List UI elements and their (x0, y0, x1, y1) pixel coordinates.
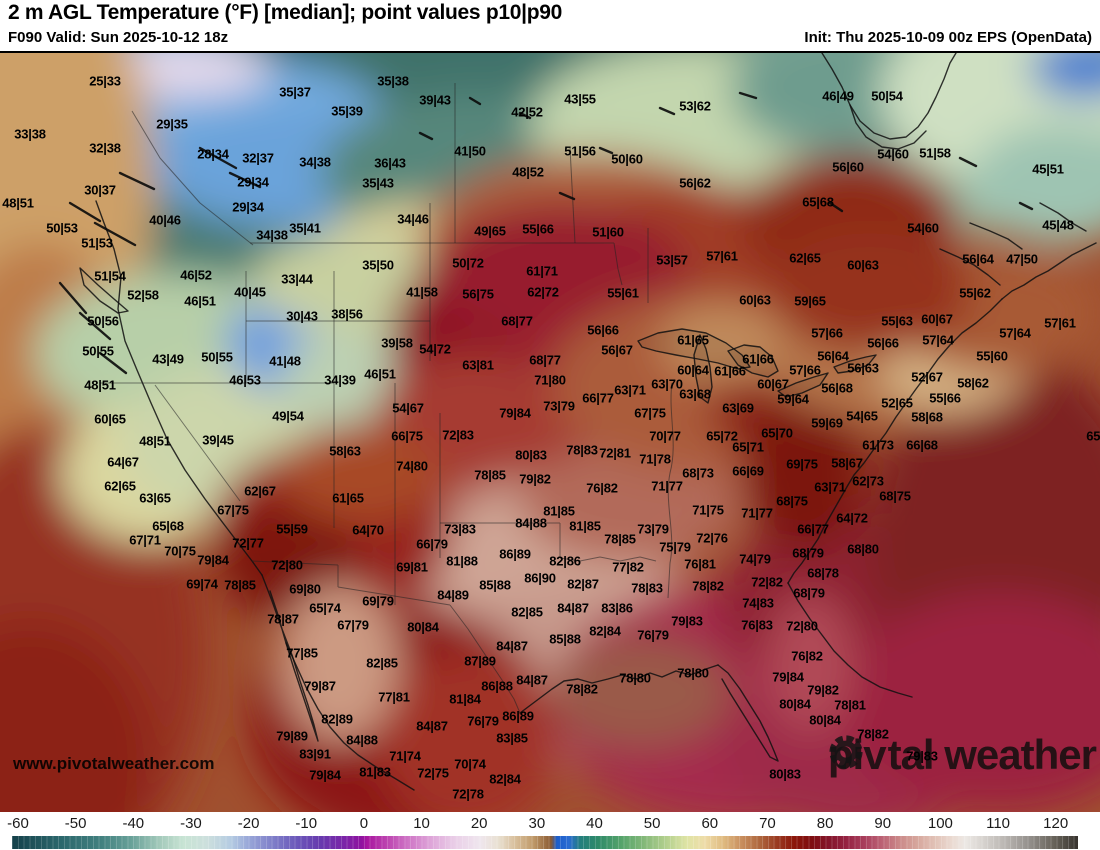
colorbar-tick-label: 30 (528, 815, 546, 832)
colorbar-tick-label: 40 (586, 815, 603, 832)
colorbar-tick-label: 20 (470, 815, 488, 832)
colorbar-tick-label: 100 (927, 815, 953, 832)
state-borders (100, 83, 674, 714)
colorbar-tick-label: 70 (759, 815, 776, 832)
colorbar-tick-label: 80 (816, 815, 834, 832)
colorbar-tick-label: 120 (1043, 815, 1069, 832)
valid-time-text: F090 Valid: Sun 2025-10-12 18z (8, 29, 229, 46)
colorbar-tick-label: -30 (180, 815, 202, 832)
colorbar-tick-label: 50 (643, 815, 661, 832)
temperature-map: piv tal weather www.pivotalweather.com (0, 53, 1100, 812)
brand-text-right: tal weather (887, 731, 1097, 778)
colorbar-tick-label: -40 (122, 815, 145, 832)
colorbar-tick-label: -10 (295, 815, 318, 832)
website-watermark: www.pivotalweather.com (13, 754, 215, 773)
terrain-marks (58, 91, 1034, 375)
colorbar-tick-label: 0 (359, 815, 369, 832)
colorbar-tick-label: 10 (413, 815, 430, 832)
pivotal-weather-watermark: piv tal weather (828, 731, 1097, 778)
great-lakes (637, 328, 877, 404)
colorbar-tick-label: -60 (7, 815, 29, 832)
colorbar-gradient (12, 836, 1078, 849)
header: 2 m AGL Temperature (°F) [median]; point… (0, 0, 1100, 53)
colorbar-tick-label: 60 (701, 815, 719, 832)
colorbar-tick-label: -20 (237, 815, 260, 832)
map-canvas (0, 53, 1100, 812)
colorbar: -60 -50 -40 -30 -20 -10 0 10 20 30 40 50 60 70 80 90 100… (0, 812, 1100, 850)
colorbar-tick-label: -50 (64, 815, 87, 832)
temperature-field (0, 53, 1100, 812)
page-title: 2 m AGL Temperature (°F) [median]; point… (8, 1, 562, 24)
colorbar-tick-label: 110 (986, 815, 1011, 832)
colorbar-segments (12, 836, 1078, 849)
colorbar-tick-label: 90 (874, 815, 892, 832)
colorbar-ticks: -60 -50 -40 -30 -20 -10 0 10 20 30 40 50 60 70 80 90 100… (0, 815, 1100, 833)
init-time-text: Init: Thu 2025-10-09 00z EPS (OpenData) (804, 29, 1092, 46)
coastlines (79, 53, 1097, 791)
